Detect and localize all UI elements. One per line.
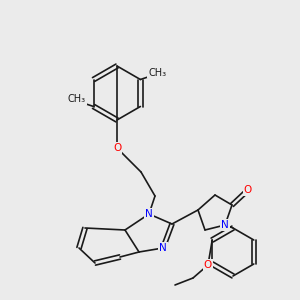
- Text: O: O: [204, 260, 212, 270]
- Text: N: N: [221, 220, 229, 230]
- Text: N: N: [159, 243, 167, 253]
- Text: O: O: [244, 185, 252, 195]
- Text: CH₃: CH₃: [148, 68, 166, 77]
- Text: CH₃: CH₃: [68, 94, 86, 104]
- Text: O: O: [113, 143, 121, 153]
- Text: N: N: [145, 209, 153, 219]
